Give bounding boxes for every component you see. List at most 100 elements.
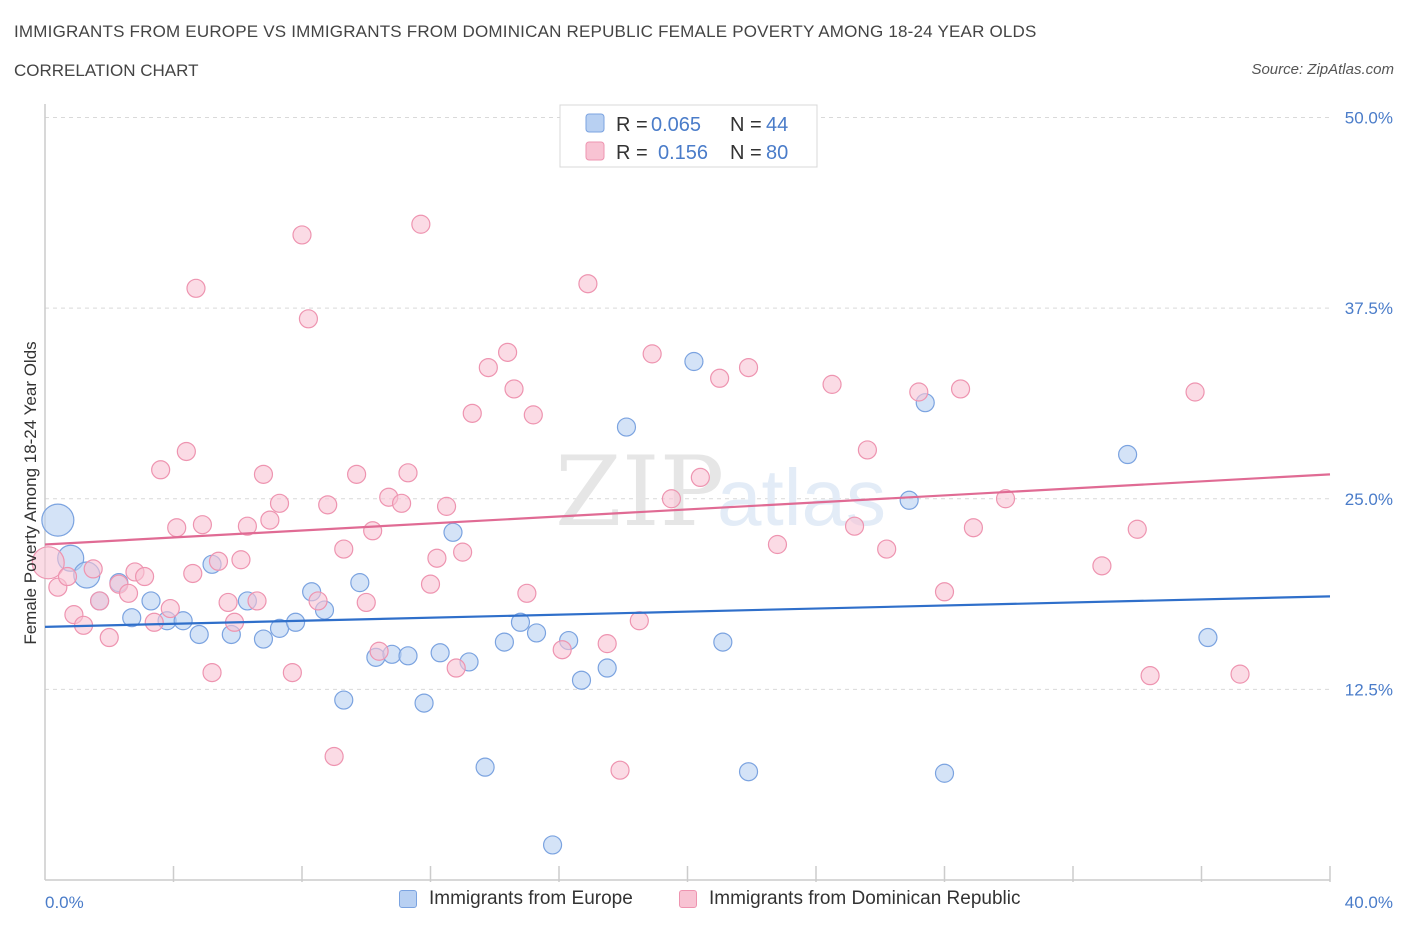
point-dr <box>552 640 572 660</box>
point-dr <box>690 467 710 487</box>
point-dr <box>356 592 376 613</box>
point-dr <box>1230 664 1250 684</box>
point-europe <box>41 503 75 537</box>
point-dr <box>57 566 78 587</box>
point-europe <box>173 611 193 631</box>
point-europe <box>253 629 274 649</box>
point-dr <box>118 583 139 603</box>
point-dr <box>218 592 238 613</box>
point-dr <box>661 489 682 509</box>
y-tick-label: 12.5% <box>1345 680 1393 699</box>
point-dr <box>208 551 229 571</box>
point-europe <box>713 632 733 652</box>
point-europe <box>571 670 592 690</box>
source-credit: Source: ZipAtlas.com <box>1251 61 1394 78</box>
point-dr <box>134 566 155 587</box>
point-dr <box>260 510 280 530</box>
point-dr <box>478 358 498 378</box>
point-dr <box>90 591 110 611</box>
point-dr <box>176 441 196 462</box>
point-dr <box>934 582 955 602</box>
x-tick-label-max: 40.0% <box>1345 893 1393 912</box>
point-europe <box>494 632 514 652</box>
point-dr <box>253 464 274 484</box>
point-dr <box>324 746 344 767</box>
point-dr <box>629 611 649 631</box>
point-dr <box>167 518 187 538</box>
legend-n-value-dr: 80 <box>766 142 788 164</box>
point-europe <box>1198 627 1218 648</box>
point-dr <box>282 662 302 683</box>
point-dr <box>642 344 662 364</box>
stats-legend: R = 0.065 N = 44 R = 0.156 N = 80 <box>559 104 818 168</box>
y-tick-label: 25.0% <box>1345 490 1393 509</box>
point-dr <box>318 495 338 515</box>
point-dr <box>186 278 206 298</box>
point-dr <box>363 521 383 541</box>
point-dr <box>99 627 119 648</box>
point-dr <box>877 539 897 559</box>
point-dr <box>31 546 65 580</box>
point-europe <box>684 351 704 372</box>
point-europe <box>285 612 306 632</box>
point-europe <box>510 612 531 632</box>
point-dr <box>578 274 598 294</box>
x-ticks <box>172 866 1331 882</box>
legend-swatch-europe <box>585 113 605 133</box>
point-dr <box>710 368 730 388</box>
point-europe <box>542 835 563 855</box>
point-dr <box>427 548 447 568</box>
legend-swatch-dr-bottom <box>679 890 697 908</box>
point-dr <box>231 550 251 570</box>
point-europe <box>597 658 617 678</box>
legend-n-value-europe: 44 <box>766 114 788 136</box>
point-europe <box>526 623 547 643</box>
point-dr <box>334 539 354 559</box>
point-europe <box>934 763 955 783</box>
point-dr <box>1127 519 1147 539</box>
point-europe <box>334 690 354 710</box>
point-dr <box>844 516 865 536</box>
trend-line-europe <box>44 595 1331 628</box>
legend-item-europe: Immigrants from Europe <box>399 888 633 910</box>
point-dr <box>192 515 213 535</box>
point-dr <box>498 342 518 362</box>
legend-n-label-dr: N = <box>730 142 762 164</box>
point-dr <box>1185 382 1205 402</box>
point-dr <box>298 309 319 329</box>
legend-label-europe: Immigrants from Europe <box>429 888 633 909</box>
point-dr <box>995 489 1016 509</box>
point-dr <box>767 534 788 555</box>
point-dr <box>202 662 222 683</box>
point-europe <box>899 490 919 510</box>
point-dr <box>517 583 537 603</box>
point-dr <box>369 641 389 661</box>
point-dr <box>963 518 984 538</box>
point-europe <box>414 693 434 713</box>
point-dr <box>420 574 441 594</box>
point-dr <box>610 760 630 780</box>
legend-swatch-dr <box>585 141 605 161</box>
point-dr <box>237 516 257 536</box>
point-dr <box>822 374 842 394</box>
trend-lines <box>44 473 1331 628</box>
legend-swatch-europe-bottom <box>399 890 417 908</box>
chart-subtitle: CORRELATION CHART <box>14 61 199 80</box>
point-europe <box>122 608 142 628</box>
point-dr <box>909 382 929 402</box>
point-dr <box>1092 556 1112 576</box>
point-europe <box>616 417 637 437</box>
x-tick-label-min: 0.0% <box>45 893 84 912</box>
point-dr <box>292 225 312 245</box>
legend-label-dr: Immigrants from Dominican Republic <box>709 888 1021 909</box>
legend-n-label-europe: N = <box>730 114 762 136</box>
point-dr <box>151 460 171 480</box>
point-dr <box>308 591 328 611</box>
legend-r-label-dr: R = <box>616 142 648 164</box>
watermark-zip: ZIP <box>555 436 724 548</box>
chart-title: IMMIGRANTS FROM EUROPE VS IMMIGRANTS FRO… <box>14 22 1037 41</box>
point-dr <box>411 214 431 234</box>
point-dr <box>436 496 457 516</box>
point-dr <box>391 493 412 513</box>
